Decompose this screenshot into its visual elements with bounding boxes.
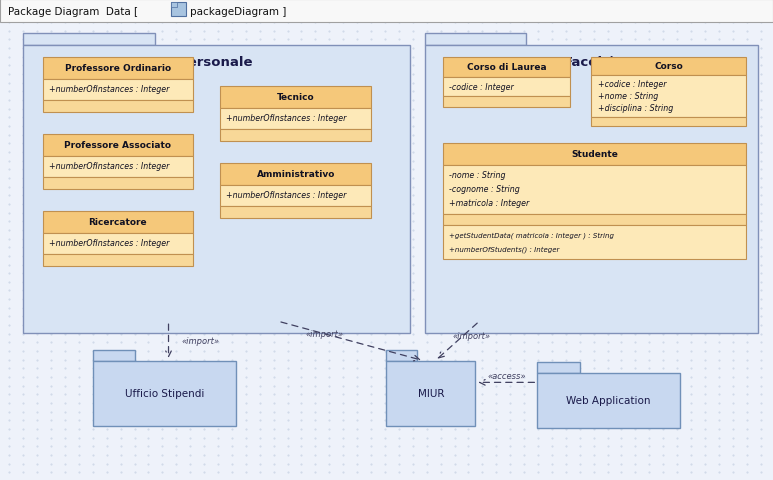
FancyBboxPatch shape [43,101,193,113]
FancyBboxPatch shape [220,86,371,108]
Text: Amministrativo: Amministrativo [257,170,335,179]
Text: +numberOfInstances : Integer: +numberOfInstances : Integer [49,239,169,248]
FancyBboxPatch shape [43,211,193,233]
FancyBboxPatch shape [443,144,746,165]
Text: -codice : Integer: -codice : Integer [449,83,514,92]
FancyBboxPatch shape [43,58,193,80]
Text: +nome : String: +nome : String [598,92,658,101]
FancyBboxPatch shape [171,3,177,8]
FancyBboxPatch shape [43,178,193,190]
Text: Tecnico: Tecnico [277,93,315,102]
FancyBboxPatch shape [443,97,570,108]
FancyBboxPatch shape [386,350,417,361]
FancyBboxPatch shape [386,361,475,426]
FancyBboxPatch shape [425,34,526,46]
FancyBboxPatch shape [43,134,193,156]
FancyBboxPatch shape [93,350,135,361]
Text: Corso: Corso [654,62,683,71]
FancyBboxPatch shape [23,34,155,46]
Text: Professore Ordinario: Professore Ordinario [65,64,171,73]
Text: +numberOfInstances : Integer: +numberOfInstances : Integer [49,85,169,94]
Text: «access»: «access» [487,371,526,380]
Text: packageDiagram ]: packageDiagram ] [190,7,287,16]
FancyBboxPatch shape [443,78,570,97]
Text: «import»: «import» [305,329,344,338]
FancyBboxPatch shape [591,58,746,76]
Text: +numberOfInstances : Integer: +numberOfInstances : Integer [226,114,347,123]
Text: +disciplina : String: +disciplina : String [598,104,673,113]
Text: «import»: «import» [452,332,491,340]
FancyBboxPatch shape [220,206,371,218]
Text: +codice : Integer: +codice : Integer [598,80,666,89]
FancyBboxPatch shape [93,361,236,426]
FancyBboxPatch shape [443,226,746,259]
Text: +getStudentData( matricola : Integer ) : String: +getStudentData( matricola : Integer ) :… [449,231,614,238]
FancyBboxPatch shape [43,254,193,266]
Text: Ricercatore: Ricercatore [89,218,147,227]
FancyBboxPatch shape [537,373,680,428]
FancyBboxPatch shape [220,108,371,130]
FancyBboxPatch shape [23,46,410,334]
FancyBboxPatch shape [591,76,746,117]
FancyBboxPatch shape [443,165,746,214]
Text: Ufficio Stipendi: Ufficio Stipendi [124,388,204,398]
Text: Facoltà: Facoltà [564,56,618,69]
FancyBboxPatch shape [0,0,773,23]
FancyBboxPatch shape [220,185,371,206]
Text: Studente: Studente [571,150,618,159]
Text: Personale: Personale [179,56,254,69]
FancyBboxPatch shape [591,117,746,127]
Text: +numberOfStudents() : Integer: +numberOfStudents() : Integer [449,246,560,252]
Text: MIUR: MIUR [417,388,444,398]
FancyBboxPatch shape [43,80,193,101]
Text: +numberOfInstances : Integer: +numberOfInstances : Integer [226,191,347,200]
Text: -cognome : String: -cognome : String [449,185,520,194]
Text: Corso di Laurea: Corso di Laurea [467,63,547,72]
Text: Package Diagram  Data [: Package Diagram Data [ [8,7,138,16]
Text: «import»: «import» [182,336,220,345]
Text: -nome : String: -nome : String [449,171,506,180]
Text: +numberOfInstances : Integer: +numberOfInstances : Integer [49,162,169,171]
Text: Web Application: Web Application [567,396,651,406]
FancyBboxPatch shape [425,46,758,334]
FancyBboxPatch shape [443,58,570,78]
FancyBboxPatch shape [43,156,193,178]
FancyBboxPatch shape [171,3,186,17]
FancyBboxPatch shape [43,233,193,254]
Text: Professore Associato: Professore Associato [64,141,172,150]
FancyBboxPatch shape [537,362,580,373]
FancyBboxPatch shape [443,214,746,226]
Text: +matricola : Integer: +matricola : Integer [449,199,530,208]
FancyBboxPatch shape [220,163,371,185]
FancyBboxPatch shape [220,130,371,142]
